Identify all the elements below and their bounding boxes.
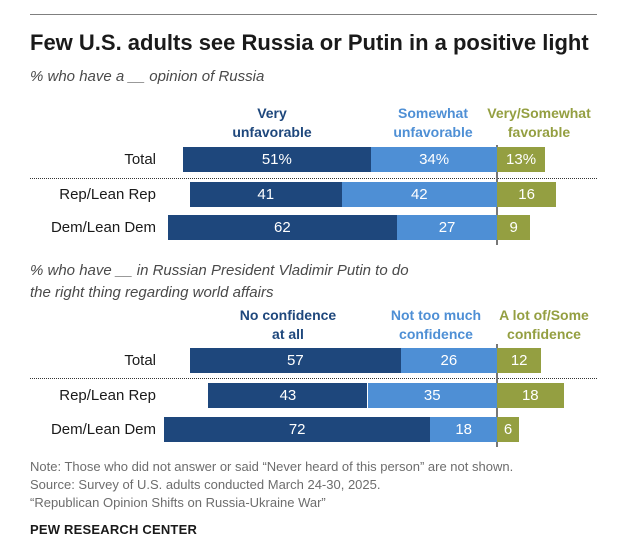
chart2-separator [30,378,597,379]
chart2-row-label-rep: Rep/Lean Rep [59,387,156,404]
source-text: Source: Survey of U.S. adults conducted … [30,477,381,492]
chart1-bar-rep-strong: 41 [189,182,342,207]
chart2-bar-rep-strong: 43 [208,383,368,408]
chart-title: Few U.S. adults see Russia or Putin in a… [30,30,589,55]
chart1-bar-dem-mild: 27 [397,215,497,240]
chart2-bar-total-strong: 57 [189,348,401,373]
chart1-row-label-rep: Rep/Lean Rep [59,186,156,203]
chart2-bar-total-mild: 26 [400,348,497,373]
chart2-bar-rep-positive: 18 [497,383,564,408]
chart2-bar-dem-strong: 72 [164,417,431,442]
chart2-bar-dem-positive: 6 [497,417,520,442]
chart1-row-label-total: Total [124,151,156,168]
chart2-header-not-too-much: Not too much confidence [390,307,482,342]
chart1-bar-total-strong: 51% [182,147,372,172]
chart2-header-no-confidence: No confidence at all [239,307,337,342]
chart1-header-favorable: Very/Somewhat favorable [487,105,591,140]
chart1-bar-rep-positive: 16 [497,182,557,207]
top-rule [30,14,597,15]
chart1-subtitle: % who have a __ opinion of Russia [30,68,265,85]
chart1-bar-rep-mild: 42 [341,182,497,207]
chart1-bar-dem-strong: 62 [167,215,398,240]
chart1-separator [30,178,597,179]
chart1-row-label-dem: Dem/Lean Dem [50,219,156,236]
chart2-header-some-confidence: A lot of/Some confidence [499,307,589,342]
chart1-header-somewhat-unfavorable: Somewhat unfavorable [393,105,473,140]
report-title-text: “Republican Opinion Shifts on Russia-Ukr… [30,495,326,510]
chart1-bar-total-mild: 34% [371,147,497,172]
chart2-row-label-dem: Dem/Lean Dem [50,421,156,438]
note-text: Note: Those who did not answer or said “… [30,459,514,474]
chart1-bar-dem-positive: 9 [497,215,531,240]
chart2-bar-rep-mild: 35 [367,383,497,408]
pew-research-center-logo: PEW RESEARCH CENTER [30,522,198,537]
chart1-bar-total-positive: 13% [497,147,546,172]
chart2-subtitle: % who have __ in Russian President Vladi… [30,262,409,301]
chart2-bar-total-positive: 12 [497,348,542,373]
chart2-bar-dem-mild: 18 [430,417,497,442]
chart1-header-very-unfavorable: Very unfavorable [232,105,312,140]
chart2-row-label-total: Total [124,352,156,369]
